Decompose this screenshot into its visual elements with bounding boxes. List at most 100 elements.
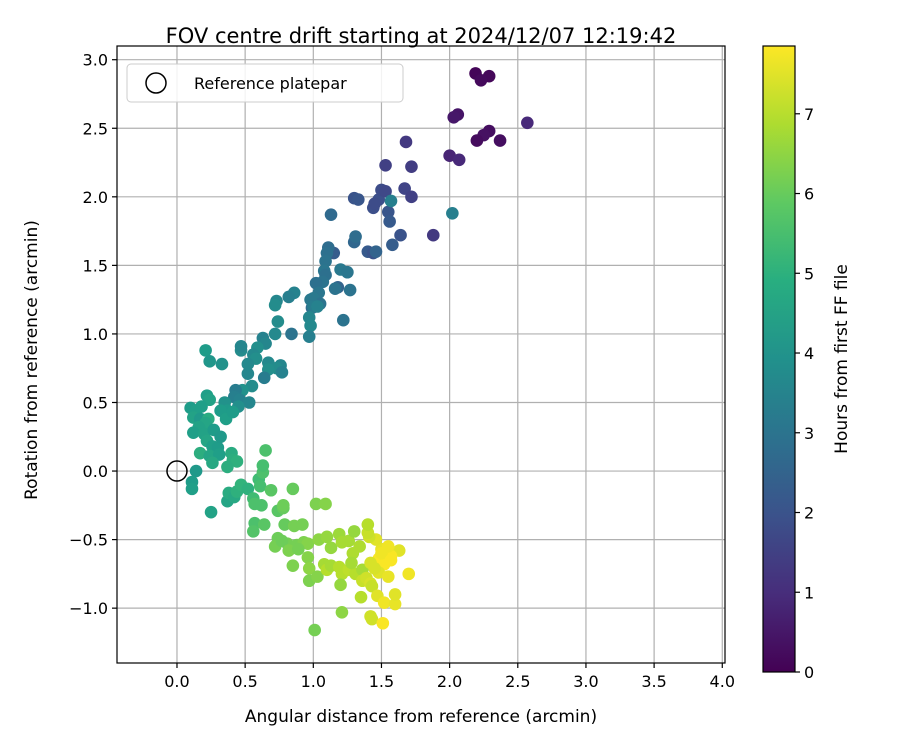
data-point: [470, 134, 484, 147]
data-point: [255, 499, 268, 512]
data-point: [405, 160, 418, 173]
colorbar-tick-label: 0: [804, 663, 814, 682]
x-tick-label: 2.0: [437, 672, 462, 691]
data-point: [286, 559, 300, 572]
data-point: [341, 265, 354, 279]
data-point: [368, 562, 381, 575]
data-point: [324, 208, 338, 221]
data-point: [347, 525, 361, 538]
data-point: [226, 405, 240, 419]
data-point: [384, 194, 398, 208]
data-point: [319, 254, 332, 268]
data-point: [324, 541, 338, 555]
data-point: [257, 371, 271, 385]
colorbar-gradient: [763, 46, 795, 672]
x-tick-label: 1.5: [369, 672, 394, 691]
data-point: [336, 313, 350, 327]
x-tick-label: 3.5: [641, 672, 666, 691]
data-point: [379, 158, 392, 172]
data-point: [242, 396, 256, 409]
data-point: [247, 525, 260, 538]
plot-frame: [116, 45, 726, 664]
data-point: [309, 276, 323, 290]
data-point: [301, 537, 315, 551]
data-point: [381, 540, 395, 553]
data-point: [386, 238, 399, 252]
legend-box: [126, 63, 404, 103]
data-point: [345, 556, 358, 570]
data-point: [493, 134, 507, 147]
colorbar-title: Hours from first FF file: [832, 264, 852, 454]
data-point: [365, 579, 379, 593]
data-point: [394, 228, 407, 242]
colorbar-tick-label: 7: [804, 105, 814, 124]
data-point: [199, 344, 212, 357]
data-points: [184, 67, 534, 637]
data-point: [193, 446, 207, 460]
y-tick-label: 2.5: [83, 119, 108, 138]
data-point: [377, 596, 391, 609]
data-point: [342, 534, 356, 548]
data-point: [241, 482, 255, 496]
data-point: [346, 547, 360, 560]
data-point: [282, 544, 296, 557]
data-point: [447, 110, 461, 124]
data-point: [230, 455, 244, 468]
colorbar-tick-label: 5: [804, 264, 814, 283]
data-point: [405, 190, 418, 204]
data-point: [285, 327, 298, 341]
data-point: [257, 518, 271, 531]
data-point: [452, 153, 466, 167]
data-point: [379, 185, 392, 198]
data-point: [426, 228, 440, 242]
data-point: [296, 518, 309, 531]
x-axis-title: Angular distance from reference (arcmin): [245, 707, 597, 727]
data-point: [268, 327, 282, 341]
y-axis-ticks: −1.0 −0.5 0.0 0.5 1.0 1.5 2.0 2.5 3.0: [69, 51, 117, 618]
data-point: [388, 597, 402, 611]
data-point: [206, 456, 219, 470]
y-tick-label: 0.0: [83, 462, 108, 481]
data-point: [286, 482, 300, 496]
data-point: [349, 230, 362, 243]
chart-title: FOV centre drift starting at 2024/12/07 …: [166, 24, 677, 48]
data-point: [256, 459, 270, 472]
data-point: [203, 355, 216, 368]
data-point: [328, 282, 342, 295]
data-point: [335, 605, 349, 619]
colorbar-tick-label: 6: [804, 185, 814, 204]
data-point: [384, 553, 398, 567]
data-point: [264, 483, 278, 497]
data-point: [446, 206, 459, 220]
data-point: [275, 366, 289, 379]
data-point: [271, 315, 285, 328]
data-point: [268, 298, 282, 312]
data-point: [343, 283, 357, 297]
data-point: [253, 479, 267, 493]
data-point: [234, 339, 248, 353]
data-point: [521, 116, 534, 130]
data-point: [189, 464, 203, 478]
data-point: [354, 590, 368, 604]
data-point: [369, 245, 383, 258]
data-point: [241, 357, 255, 371]
data-point: [302, 562, 316, 575]
y-tick-label: −0.5: [69, 531, 108, 550]
x-tick-label: 4.0: [710, 672, 735, 691]
data-point: [361, 518, 375, 531]
colorbar-tick-label: 4: [804, 344, 814, 363]
data-point: [351, 193, 365, 206]
data-point: [292, 542, 305, 556]
data-point: [443, 149, 456, 162]
data-point: [311, 570, 324, 583]
reference-marker: [166, 460, 188, 482]
data-point: [334, 578, 347, 592]
colorbar-tick-label: 1: [804, 583, 814, 602]
data-point: [302, 330, 316, 343]
data-point: [376, 616, 390, 630]
legend: Reference platepar: [126, 63, 404, 103]
data-point: [383, 215, 396, 228]
y-axis-title: Rotation from reference (arcmin): [22, 220, 42, 500]
data-point: [311, 300, 324, 313]
